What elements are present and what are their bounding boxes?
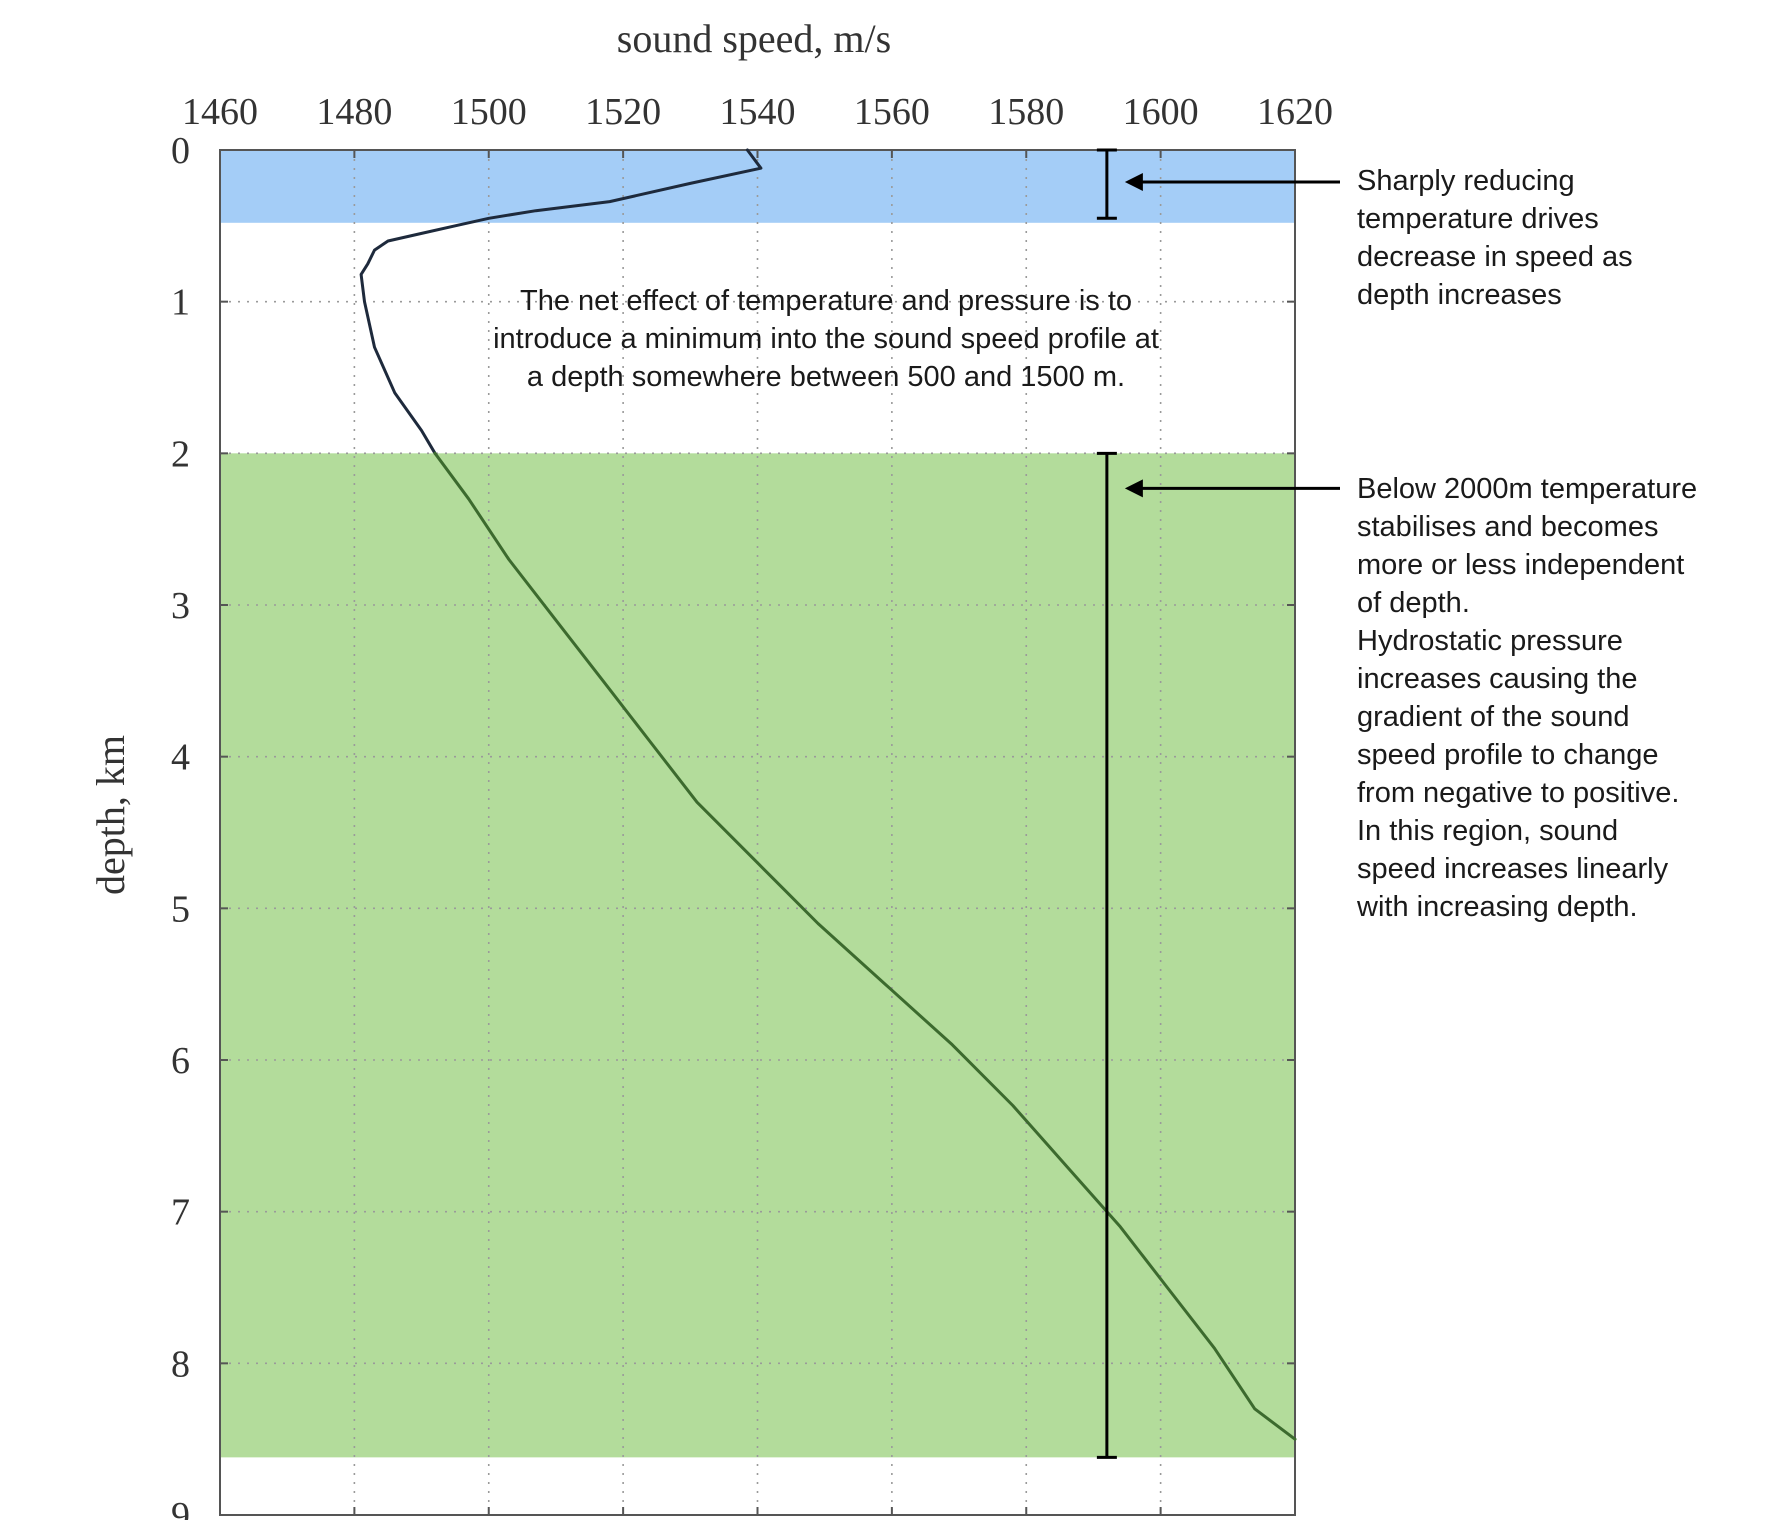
x-tick-label: 1500: [451, 91, 527, 133]
x-tick-label: 1480: [316, 91, 392, 133]
x-tick-label: 1520: [585, 91, 661, 133]
y-tick-label: 8: [171, 1343, 190, 1385]
top-right-note-line: decrease in speed as: [1357, 241, 1633, 273]
x-tick-label: 1620: [1257, 91, 1333, 133]
y-tick-label: 6: [171, 1040, 190, 1082]
y-axis-label: depth, km: [88, 735, 133, 895]
center-note-line: introduce a minimum into the sound speed…: [493, 323, 1159, 355]
arrowhead-icon: [1124, 173, 1143, 191]
top-right-note-line: Sharply reducing: [1357, 165, 1575, 197]
top-right-note: Sharply reducing temperature drives decrea…: [1357, 165, 1633, 311]
sound-speed-line-lower: [433, 451, 1297, 1441]
arrowhead-icon: [1124, 479, 1143, 498]
y-tick-label: 0: [171, 130, 190, 172]
x-tick-label: 1600: [1123, 91, 1199, 133]
bottom-right-note-line: stabilises and becomes: [1357, 511, 1658, 543]
sound-speed-line-upper: [359, 148, 763, 455]
region-deep: [220, 453, 1295, 1458]
y-tick-label: 4: [171, 737, 190, 779]
bottom-right-note-line: increases causing the: [1357, 663, 1638, 695]
top-right-note-line: temperature drives: [1357, 203, 1599, 235]
y-tick-label: 5: [171, 888, 190, 930]
center-note-line: a depth somewhere between 500 and 1500 m…: [527, 361, 1125, 393]
x-tick-label: 1580: [988, 91, 1064, 133]
bottom-right-note-line: speed increases linearly: [1357, 853, 1669, 885]
bottom-right-note-line: more or less independent: [1357, 549, 1684, 581]
center-note: The net effect of temperature and pressu…: [493, 285, 1159, 393]
y-tick-label: 1: [171, 282, 190, 324]
bottom-right-note-line: of depth.: [1357, 587, 1470, 619]
bottom-right-note-line: In this region, sound: [1357, 815, 1618, 847]
plot-frame: [219, 149, 1296, 1516]
bottom-right-note-line: Below 2000m temperature: [1357, 473, 1697, 505]
bottom-right-note-line: gradient of the sound: [1357, 701, 1629, 733]
y-tick-label: 2: [171, 433, 190, 475]
y-tick-label: 7: [171, 1192, 190, 1234]
depth-regions: [220, 150, 1295, 1458]
annotations: The net effect of temperature and pressu…: [493, 165, 1697, 923]
bottom-right-note-line: speed profile to change: [1357, 739, 1659, 771]
bottom-right-note: Below 2000m temperature stabilises and be…: [1356, 473, 1697, 923]
bottom-right-note-line: from negative to positive.: [1357, 777, 1679, 809]
bottom-right-note-line: with increasing depth.: [1356, 891, 1638, 923]
series-group: [359, 148, 1297, 1441]
center-note-line: The net effect of temperature and pressu…: [520, 285, 1132, 317]
y-tick-label: 9: [171, 1495, 190, 1520]
x-tick-label: 1540: [720, 91, 796, 133]
range-markers: [1096, 148, 1340, 1459]
tick-labels: 1460 1480 1500 1520 1540 1560 1580 1600 1620 0 1 2 3…: [171, 91, 1333, 1520]
x-tick-label: 1460: [182, 91, 258, 133]
top-right-note-line: depth increases: [1357, 279, 1562, 311]
x-tick-label: 1560: [854, 91, 930, 133]
x-axis-label: sound speed, m/s: [617, 16, 891, 61]
y-tick-label: 3: [171, 585, 190, 627]
bottom-right-note-line: Hydrostatic pressure: [1357, 625, 1623, 657]
